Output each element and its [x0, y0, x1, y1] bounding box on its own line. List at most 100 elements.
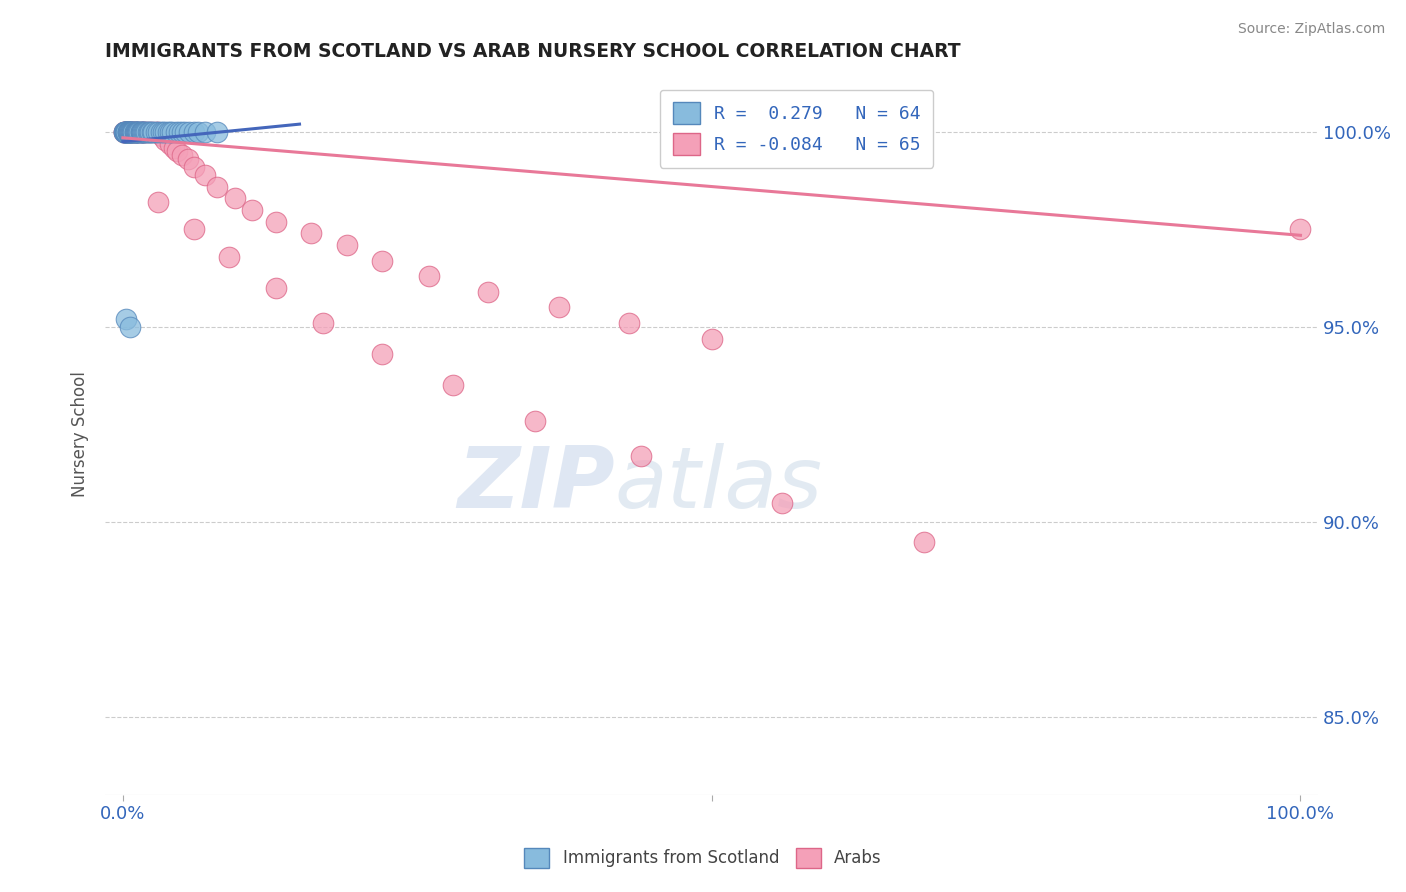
Point	[371, 347, 394, 361]
Point	[138, 125, 160, 139]
Point	[630, 449, 652, 463]
Point	[124, 125, 146, 139]
Point	[162, 125, 184, 139]
Point	[205, 125, 228, 139]
Point	[312, 316, 335, 330]
Point	[132, 125, 155, 139]
Point	[156, 125, 179, 139]
Point	[112, 125, 135, 139]
Point	[149, 125, 172, 139]
Point	[120, 125, 142, 139]
Point	[183, 222, 205, 236]
Point	[264, 214, 287, 228]
Point	[148, 195, 170, 210]
Point	[194, 125, 217, 139]
Point	[120, 125, 142, 139]
Point	[115, 125, 138, 139]
Point	[118, 125, 141, 139]
Point	[118, 125, 141, 139]
Point	[115, 312, 138, 326]
Point	[477, 285, 499, 299]
Point	[418, 269, 440, 284]
Point	[125, 125, 148, 139]
Point	[135, 125, 157, 139]
Point	[115, 125, 138, 139]
Point	[125, 125, 148, 139]
Text: Source: ZipAtlas.com: Source: ZipAtlas.com	[1237, 22, 1385, 37]
Y-axis label: Nursery School: Nursery School	[72, 371, 89, 497]
Point	[124, 125, 146, 139]
Point	[117, 125, 139, 139]
Point	[1289, 222, 1312, 236]
Point	[115, 125, 138, 139]
Point	[547, 301, 569, 315]
Point	[299, 227, 322, 241]
Point	[118, 125, 141, 139]
Point	[122, 125, 145, 139]
Point	[187, 125, 209, 139]
Point	[131, 125, 153, 139]
Point	[145, 125, 167, 139]
Point	[134, 125, 156, 139]
Point	[120, 125, 142, 139]
Point	[115, 125, 138, 139]
Point	[112, 125, 135, 139]
Point	[129, 125, 152, 139]
Point	[121, 125, 143, 139]
Point	[118, 125, 141, 139]
Point	[176, 153, 198, 167]
Point	[132, 125, 155, 139]
Point	[155, 133, 177, 147]
Point	[112, 125, 135, 139]
Point	[174, 125, 197, 139]
Legend: R =  0.279   N = 64, R = -0.084   N = 65: R = 0.279 N = 64, R = -0.084 N = 65	[659, 90, 934, 168]
Point	[114, 125, 136, 139]
Point	[132, 125, 155, 139]
Point	[194, 168, 217, 182]
Point	[118, 125, 141, 139]
Point	[169, 125, 191, 139]
Point	[159, 136, 181, 151]
Point	[114, 125, 136, 139]
Point	[117, 125, 139, 139]
Point	[121, 125, 143, 139]
Point	[112, 125, 135, 139]
Point	[115, 125, 138, 139]
Point	[166, 145, 188, 159]
Point	[170, 125, 193, 139]
Point	[183, 125, 205, 139]
Point	[122, 125, 145, 139]
Point	[131, 125, 153, 139]
Point	[129, 125, 152, 139]
Legend: Immigrants from Scotland, Arabs: Immigrants from Scotland, Arabs	[517, 841, 889, 875]
Point	[125, 125, 148, 139]
Point	[122, 125, 145, 139]
Point	[127, 125, 149, 139]
Point	[148, 125, 170, 139]
Point	[132, 125, 155, 139]
Point	[117, 125, 139, 139]
Point	[371, 253, 394, 268]
Point	[152, 125, 174, 139]
Point	[242, 202, 264, 217]
Point	[114, 125, 136, 139]
Point	[177, 125, 200, 139]
Point	[135, 125, 157, 139]
Point	[118, 320, 141, 334]
Point	[127, 125, 149, 139]
Point	[136, 125, 159, 139]
Point	[120, 125, 142, 139]
Point	[141, 125, 163, 139]
Point	[139, 125, 162, 139]
Point	[155, 125, 177, 139]
Point	[124, 125, 146, 139]
Point	[114, 125, 136, 139]
Point	[125, 125, 148, 139]
Point	[118, 125, 141, 139]
Point	[121, 125, 143, 139]
Point	[700, 332, 723, 346]
Point	[127, 125, 149, 139]
Point	[118, 125, 141, 139]
Point	[183, 160, 205, 174]
Point	[148, 125, 170, 139]
